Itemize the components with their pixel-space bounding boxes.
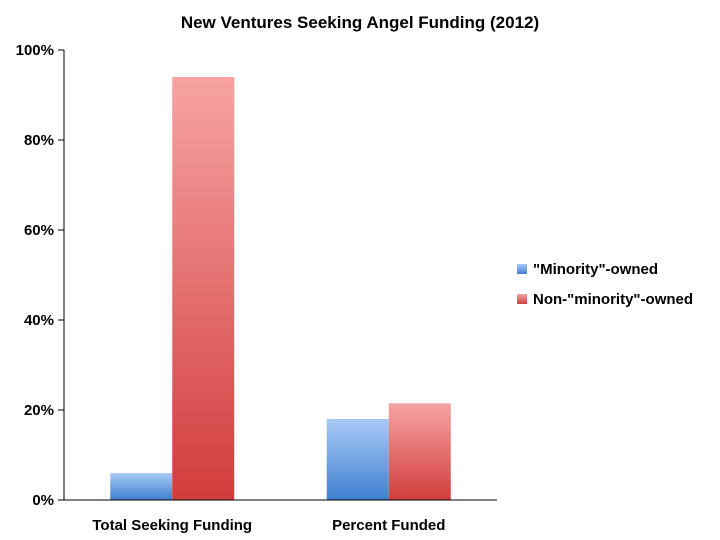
legend-swatch [517, 294, 527, 304]
bar-minority-owned [110, 473, 173, 500]
y-tick-label: 100% [16, 42, 54, 59]
bar-non-minority-owned [172, 77, 235, 500]
x-category-label: Percent Funded [332, 517, 445, 534]
y-tick-label: 60% [24, 222, 54, 239]
legend-label: "Minority"-owned [533, 261, 658, 278]
x-category-label: Total Seeking Funding [92, 517, 252, 534]
y-tick-label: 40% [24, 312, 54, 329]
legend: "Minority"-owned Non-"minority"-owned [517, 261, 693, 308]
x-axis-categories: Total Seeking Funding Percent Funded [92, 517, 445, 534]
bars [110, 77, 451, 500]
legend-swatch [517, 264, 527, 274]
y-tick-label: 0% [32, 492, 54, 509]
y-tick-label: 20% [24, 402, 54, 419]
chart-title: New Ventures Seeking Angel Funding (2012… [181, 13, 539, 32]
bar-non-minority-owned [388, 403, 451, 500]
bar-minority-owned [326, 419, 389, 500]
y-axis-ticks: 0% 20% 40% 60% 80% 100% [16, 42, 64, 509]
legend-label: Non-"minority"-owned [533, 291, 693, 308]
y-tick-label: 80% [24, 132, 54, 149]
